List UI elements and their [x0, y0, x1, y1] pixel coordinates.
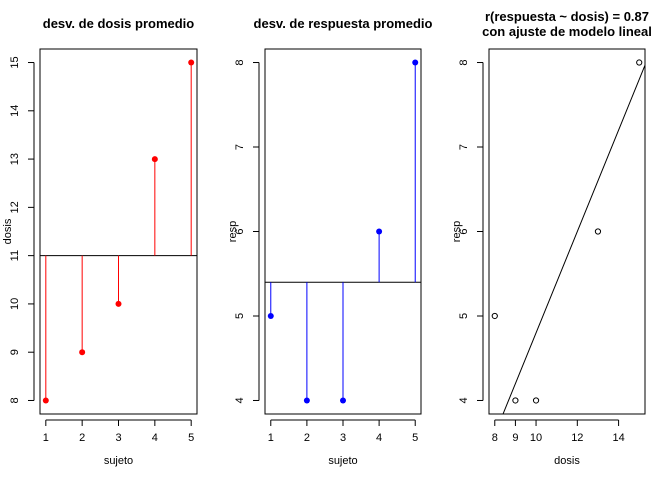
y-axis-label: resp — [227, 221, 239, 242]
plot-frame — [488, 48, 646, 415]
y-tick-label: 7 — [458, 144, 470, 150]
x-tick-label: 10 — [530, 432, 542, 444]
x-tick-label: 1 — [43, 432, 49, 444]
panel-2: desv. de respuesta promedio 1 2 3 4 5 4 5 6 7 8 suj… — [227, 16, 433, 467]
y-tick-label: 14 — [9, 105, 21, 117]
x-tick-label: 8 — [492, 432, 498, 444]
y-tick-label: 4 — [458, 397, 470, 403]
data-point — [376, 228, 383, 235]
chart-title: desv. de dosis promedio — [43, 16, 195, 31]
data-point — [188, 59, 195, 66]
y-axis-label: resp — [451, 221, 463, 242]
y-tick-label: 13 — [9, 153, 21, 165]
x-axis-label: dosis — [554, 455, 580, 467]
x-tick-label: 4 — [376, 432, 382, 444]
y-tick-label: 9 — [9, 349, 21, 355]
x-tick-label: 2 — [304, 432, 310, 444]
y-tick-label: 8 — [9, 397, 21, 403]
x-tick-label: 4 — [152, 432, 158, 444]
x-tick-label: 1 — [268, 432, 274, 444]
data-point — [532, 397, 540, 404]
y-tick-label: 6 — [458, 228, 470, 234]
x-tick-label: 3 — [115, 432, 121, 444]
y-tick-label: 4 — [234, 397, 246, 403]
data-point — [412, 59, 419, 66]
data-point — [491, 312, 498, 320]
data-point — [340, 397, 346, 404]
y-tick-label: 5 — [234, 313, 246, 319]
plot-frame — [264, 48, 422, 415]
data-point — [151, 156, 158, 163]
x-tick-label: 5 — [188, 432, 194, 444]
x-tick-label: 2 — [79, 432, 85, 444]
data-point — [267, 312, 274, 319]
plot-frame — [39, 48, 198, 415]
x-tick-label: 5 — [412, 432, 418, 444]
chart-title-line-2: con ajuste de modelo lineal — [482, 24, 652, 39]
chart-title: desv. de respuesta promedio — [254, 16, 433, 31]
y-tick-label: 7 — [234, 144, 246, 150]
data-point — [303, 397, 310, 404]
fit-line — [502, 65, 645, 414]
data-point — [636, 59, 643, 66]
data-point — [115, 300, 122, 307]
data-point — [79, 349, 86, 356]
x-tick-label: 12 — [571, 432, 583, 444]
x-tick-label: 3 — [340, 432, 346, 444]
y-tick-label: 10 — [9, 298, 21, 310]
x-axis-label: sujeto — [328, 455, 357, 467]
chart-title-line-1: r(respuesta ~ dosis) = 0.87 — [485, 9, 649, 24]
data-point — [512, 397, 519, 404]
y-tick-label: 15 — [9, 56, 21, 68]
y-tick-label: 8 — [234, 59, 246, 65]
x-tick-label: 14 — [612, 432, 624, 444]
y-tick-label: 12 — [9, 201, 21, 213]
x-axis-label: sujeto — [104, 455, 133, 467]
x-tick-label: 9 — [512, 432, 518, 444]
y-tick-label: 5 — [458, 313, 470, 319]
y-axis-label: dosis — [2, 218, 14, 244]
y-tick-label: 6 — [234, 228, 246, 234]
data-point — [594, 228, 602, 235]
y-tick-label: 8 — [458, 59, 470, 65]
data-point — [42, 397, 49, 404]
y-tick-label: 11 — [9, 250, 21, 261]
